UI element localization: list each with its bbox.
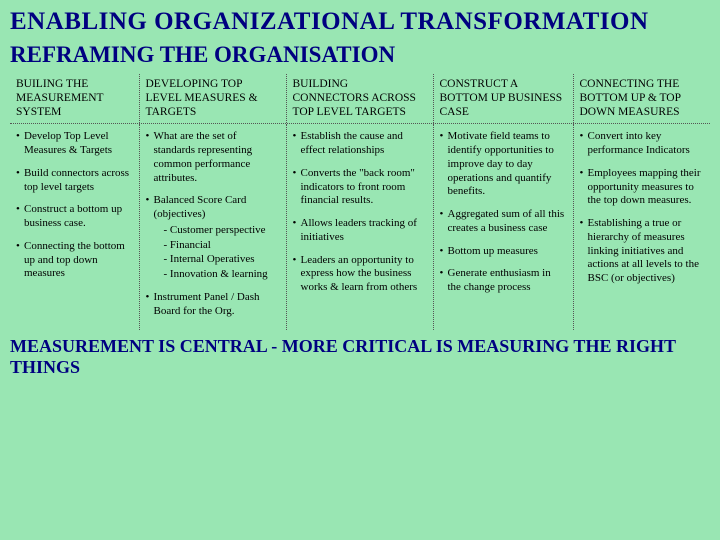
content-grid: Develop Top Level Measures & Targets Bui… [10, 124, 710, 330]
sub-item: - Customer perspective [164, 224, 280, 238]
list-item: Convert into key performance Indicators [580, 130, 705, 158]
list-item: Establish the cause and effect relations… [293, 130, 427, 158]
list-item: What are the set of standards representi… [146, 130, 280, 185]
list-item: Bottom up measures [440, 245, 567, 259]
header-col5: CONNECTING THE BOTTOM UP & TOP DOWN MEAS… [574, 74, 711, 123]
body-col4: Motivate field teams to identify opportu… [434, 124, 574, 330]
list-item: Employees mapping their opportunity meas… [580, 167, 705, 208]
list-item: Establishing a true or hierarchy of meas… [580, 217, 705, 286]
header-col1: BUILING THE MEASUREMENT SYSTEM [10, 74, 140, 123]
list-item: Construct a bottom up business case. [16, 203, 133, 231]
list-item: Motivate field teams to identify opportu… [440, 130, 567, 199]
header-col3: BUILDING CONNECTORS ACROSS TOP LEVEL TAR… [287, 74, 434, 123]
page-subtitle: REFRAMING THE ORGANISATION [10, 42, 710, 68]
body-col1: Develop Top Level Measures & Targets Bui… [10, 124, 140, 330]
sub-item: - Internal Operatives [164, 253, 280, 267]
footer-text: MEASUREMENT IS CENTRAL - MORE CRITICAL I… [10, 336, 710, 377]
list-item: Instrument Panel / Dash Board for the Or… [146, 291, 280, 319]
sub-item: - Innovation & learning [164, 268, 280, 282]
list-item: Aggregated sum of all this creates a bus… [440, 208, 567, 236]
list-item: Leaders an opportunity to express how th… [293, 254, 427, 295]
list-item: Connecting the bottom up and top down me… [16, 240, 133, 281]
list-item: Develop Top Level Measures & Targets [16, 130, 133, 158]
column-headers: BUILING THE MEASUREMENT SYSTEM DEVELOPIN… [10, 74, 710, 124]
header-col2: DEVELOPING TOP LEVEL MEASURES & TARGETS [140, 74, 287, 123]
body-col2: What are the set of standards representi… [140, 124, 287, 330]
list-item: Converts the "back room" indicators to f… [293, 167, 427, 208]
header-col4: CONSTRUCT A BOTTOM UP BUSINESS CASE [434, 74, 574, 123]
list-item: Build connectors across top level target… [16, 167, 133, 195]
sub-item: - Financial [164, 239, 280, 253]
page-title: ENABLING ORGANIZATIONAL TRANSFORMATION [10, 8, 710, 36]
list-item: Balanced Score Card (objectives) - Custo… [146, 194, 280, 282]
body-col5: Convert into key performance Indicators … [574, 124, 711, 330]
list-item-text: Balanced Score Card (objectives) [154, 194, 247, 220]
sublist: - Customer perspective - Financial - Int… [154, 224, 280, 282]
body-col3: Establish the cause and effect relations… [287, 124, 434, 330]
list-item: Generate enthusiasm in the change proces… [440, 267, 567, 295]
list-item: Allows leaders tracking of initiatives [293, 217, 427, 245]
